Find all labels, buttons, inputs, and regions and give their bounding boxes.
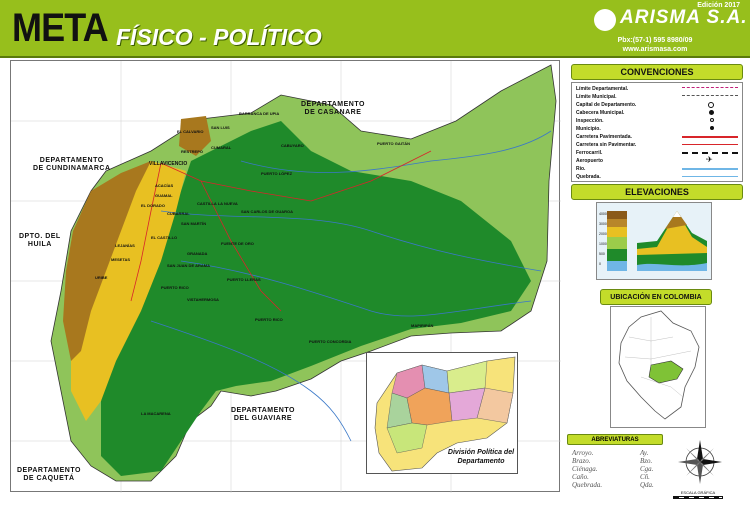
town-label: PUERTO CONCORDIA xyxy=(309,339,352,344)
scale-bar-graphic xyxy=(673,496,723,499)
inset-title: División Política del Departamento xyxy=(447,449,515,465)
elevations-diagram: 4000 3000 2000 1000 500 0 xyxy=(596,202,712,280)
town-label: CUMARAL xyxy=(211,145,232,150)
town-label: PUERTO LLERAS xyxy=(227,277,261,282)
colombia-svg xyxy=(618,310,700,420)
legend-unpaved-road xyxy=(682,144,738,150)
town-label: PUERTO RICO xyxy=(255,317,283,322)
legend-item: Aeropuerto xyxy=(576,158,603,164)
airplane-icon: ✈ xyxy=(706,155,713,164)
edition-label: Edición 2017 xyxy=(697,2,740,9)
town-label: MAPIRIPÁN xyxy=(411,323,434,328)
town-label: LEJANÍAS xyxy=(115,243,135,248)
legend-box: Límite Departamental. Límite Municipal. … xyxy=(571,82,743,182)
legend-item: Quebrada. xyxy=(576,174,601,180)
legend-item: Municipio. xyxy=(576,126,601,132)
main-map: DEPARTAMENTO DE CASANARE DEPARTAMENTO DE C… xyxy=(10,60,561,493)
website: www.arismasa.com xyxy=(622,46,688,53)
town-label: ACACÍAS xyxy=(155,183,174,188)
label-huila: DPTO. DEL HUILA xyxy=(19,233,61,248)
town-label: PUERTO GAITÁN xyxy=(377,141,411,146)
legend-railway xyxy=(682,152,738,158)
town-label: SAN LUIS xyxy=(211,125,230,130)
map-subtitle: FÍSICO - POLÍTICO xyxy=(116,24,322,50)
town-label: GRANADA xyxy=(187,251,208,256)
legend-municipal-head-icon xyxy=(709,110,714,115)
label-cundinamarca: DEPARTAMENTO DE CUNDINAMARCA xyxy=(33,157,111,172)
legend-item: Capital de Departamento. xyxy=(576,102,637,108)
town-label: PUERTO RICO xyxy=(161,285,189,290)
legend-creek xyxy=(682,176,738,182)
phone-number: Pbx:(57-1) 595 8980/09 xyxy=(617,37,693,44)
legend-capital-icon xyxy=(708,102,714,108)
abbreviations-short: Ay. Bzo. Cga. Cñ. Qda. xyxy=(640,449,654,489)
brand-name: ARISMA S.A. xyxy=(620,7,748,28)
location-title: UBICACIÓN EN COLOMBIA xyxy=(600,289,712,305)
scale-label: ESCALA GRÁFICA xyxy=(680,490,716,495)
meta-peak-region xyxy=(179,116,211,156)
label-casanare: DEPARTAMENTO DE CASANARE xyxy=(301,101,365,116)
town-label: PUERTO LÓPEZ xyxy=(261,171,293,176)
legend-item: Límite Municipal. xyxy=(576,94,617,100)
town-label: MESETAS xyxy=(111,257,131,262)
legend-symbol-muni-border xyxy=(682,95,738,101)
legend-item: Carretera Pavimentada. xyxy=(576,134,632,140)
legend-item: Ferrocarril. xyxy=(576,150,603,156)
rivers xyxy=(150,130,552,442)
legend-symbol-dept-border xyxy=(682,87,738,93)
town-label: SAN JUAN DE ARAMA xyxy=(167,263,210,268)
header-banner xyxy=(0,0,750,58)
town-label: EL CASTILLO xyxy=(151,235,178,240)
legend-item: Límite Departamental. xyxy=(576,86,629,92)
elevations-svg xyxy=(607,211,707,271)
label-guaviare: DEPARTAMENTO DEL GUAVIARE xyxy=(231,407,295,422)
legend-inspection-icon xyxy=(710,118,714,122)
legend-item: Cabecera Municipal. xyxy=(576,110,625,116)
brand-logo-icon xyxy=(594,9,616,31)
town-label: GUAMAL xyxy=(155,193,173,198)
town-label: CABUYARO xyxy=(281,143,304,148)
legend-river xyxy=(682,168,738,174)
map-title: META xyxy=(12,6,109,50)
political-division-inset xyxy=(366,352,518,474)
abbreviations-title: ABREVIATURAS xyxy=(567,434,663,445)
elevations-title: ELEVACIONES xyxy=(571,184,743,200)
compass-rose-icon xyxy=(678,440,722,484)
inset-svg xyxy=(374,356,516,472)
label-caqueta: DEPARTAMENTO DE CAQUETÁ xyxy=(17,467,81,482)
abbreviations-words: Arroyo. Brazo. Ciénaga. Caño. Quebrada. xyxy=(572,449,603,489)
town-label: RESTREPO xyxy=(181,149,204,154)
contact-info: Pbx:(57-1) 595 8980/09 www.arismasa.com xyxy=(600,36,710,54)
map-svg xyxy=(11,61,561,493)
town-label: VILLAVICENCIO xyxy=(149,161,188,167)
town-label: VISTAHERMOSA xyxy=(187,297,219,302)
legend-title: CONVENCIONES xyxy=(571,64,743,80)
meta-mountain-region xyxy=(63,161,151,361)
town-label: SAN MARTÍN xyxy=(181,221,207,226)
scale-bar: ESCALA GRÁFICA xyxy=(668,490,728,499)
colombia-location-map xyxy=(610,306,706,428)
legend-paved-road xyxy=(682,136,738,142)
meta-lowland-region xyxy=(101,121,531,476)
town-label: EL CALVARIO xyxy=(177,129,204,134)
legend-municipality-icon xyxy=(710,126,714,130)
town-label: EL DORADO xyxy=(141,203,165,208)
town-label: SAN CARLOS DE GUAROA xyxy=(241,209,294,214)
roads xyxy=(130,150,432,312)
town-label: LA MACARENA xyxy=(141,411,171,416)
legend-item: Carretera sin Pavimentar. xyxy=(576,142,637,148)
town-label: URIBE xyxy=(95,275,108,280)
town-label: CUBARRAL xyxy=(167,211,190,216)
legend-item: Río. xyxy=(576,166,586,172)
town-label: BARRANCA DE UPIA xyxy=(239,111,280,116)
elevation-ticks: 4000 3000 2000 1000 500 0 xyxy=(599,212,607,266)
town-label: FUENTE DE ORO xyxy=(221,241,254,246)
legend-item: Inspección. xyxy=(576,118,604,124)
town-label: CASTILLA LA NUEVA xyxy=(197,201,238,206)
